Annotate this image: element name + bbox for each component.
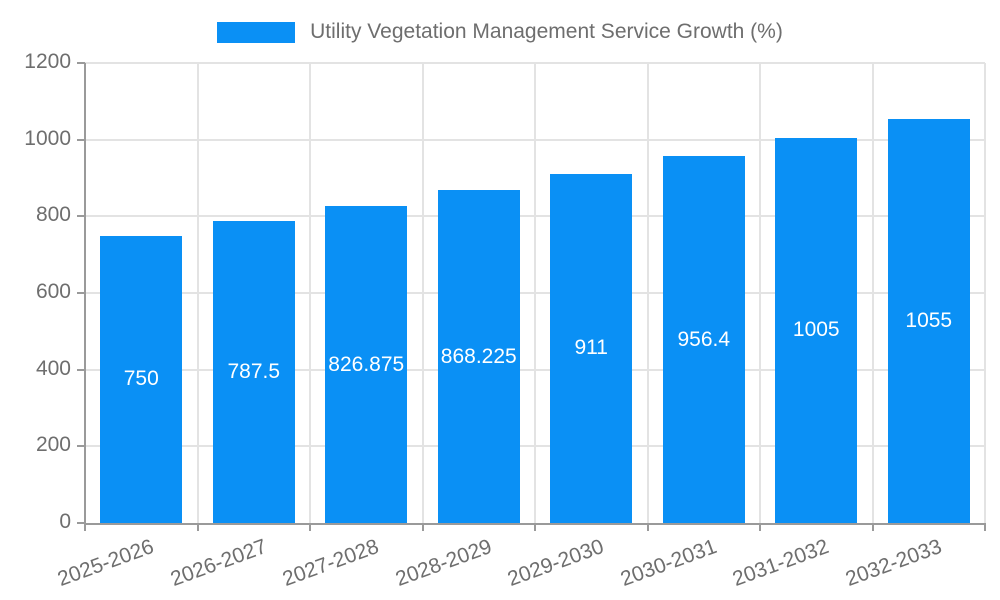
x-tick bbox=[196, 523, 199, 531]
x-tick bbox=[534, 523, 536, 531]
x-gridline bbox=[534, 63, 536, 523]
bar-value-label: 911 bbox=[574, 336, 608, 360]
bar-value-label: 787.5 bbox=[227, 360, 281, 384]
x-tick bbox=[421, 523, 424, 531]
y-tick bbox=[77, 215, 85, 218]
bar-2030-2031[interactable] bbox=[662, 156, 745, 523]
x-tick bbox=[871, 523, 874, 531]
bar-value-label: 1055 bbox=[905, 308, 953, 332]
y-tick-label: 1200 bbox=[24, 50, 71, 73]
bar-value-label: 868.225 bbox=[440, 344, 517, 368]
x-gridline bbox=[759, 63, 761, 523]
x-tick bbox=[309, 523, 311, 531]
x-gridline bbox=[871, 63, 874, 523]
x-gridline bbox=[309, 63, 311, 523]
bar-2031-2032[interactable] bbox=[775, 137, 858, 523]
x-tick bbox=[984, 523, 986, 531]
y-tick-label: 600 bbox=[35, 280, 71, 303]
x-gridline bbox=[196, 63, 199, 523]
y-axis-line bbox=[84, 63, 86, 531]
x-gridline bbox=[646, 63, 649, 523]
legend-swatch-icon bbox=[217, 21, 296, 43]
bar-2027-2028[interactable] bbox=[325, 206, 408, 523]
y-tick bbox=[77, 292, 85, 294]
x-gridline bbox=[421, 63, 424, 523]
bar-2028-2029[interactable] bbox=[437, 190, 520, 523]
x-tick bbox=[759, 523, 761, 531]
y-tick bbox=[77, 445, 85, 448]
y-tick-label: 800 bbox=[35, 203, 71, 227]
x-tick bbox=[646, 523, 649, 531]
bar-value-label: 750 bbox=[123, 367, 159, 391]
bar-2029-2030[interactable] bbox=[550, 173, 633, 523]
bar-value-label: 956.4 bbox=[677, 327, 731, 351]
bar-2032-2033[interactable] bbox=[887, 118, 970, 523]
bar-value-label: 1005 bbox=[792, 318, 840, 342]
y-tick-label: 200 bbox=[35, 433, 71, 457]
y-tick bbox=[77, 62, 85, 64]
y-tick bbox=[77, 368, 85, 371]
x-gridline bbox=[984, 63, 986, 523]
y-tick bbox=[77, 138, 85, 141]
bar-value-label: 826.875 bbox=[328, 352, 405, 376]
x-axis-line bbox=[84, 523, 986, 525]
y-tick-label: 0 bbox=[59, 510, 71, 533]
bar-2025-2026[interactable] bbox=[100, 235, 183, 523]
legend-label: Utility Vegetation Management Service Gr… bbox=[310, 20, 783, 43]
legend[interactable]: Utility Vegetation Management Service Gr… bbox=[0, 20, 1000, 44]
y-tick-label: 400 bbox=[35, 356, 71, 380]
y-tick-label: 1000 bbox=[24, 126, 71, 150]
y-tick bbox=[77, 522, 85, 524]
bar-2026-2027[interactable] bbox=[212, 221, 295, 523]
